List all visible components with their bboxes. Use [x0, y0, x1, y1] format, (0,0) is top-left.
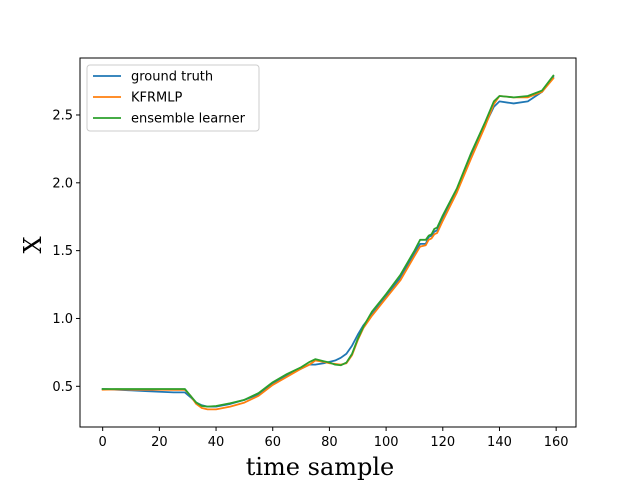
- y-tick-label: 2.0: [52, 176, 73, 191]
- x-tick-label: 120: [430, 435, 455, 450]
- legend: ground truth KFRMLP ensemble learner: [86, 64, 260, 132]
- x-tick-label: 40: [208, 435, 225, 450]
- y-axis-label: X: [19, 236, 47, 253]
- y-tick-label: 1.5: [52, 244, 73, 259]
- y-tick-label: 2.5: [52, 108, 73, 123]
- y-axis-ticks: 0.5 1.0 1.5 2.0 2.5: [52, 108, 80, 395]
- x-axis-ticks: 0 20 40 60 80 100 120 140 160: [99, 427, 569, 450]
- y-tick-label: 1.0: [52, 312, 73, 327]
- x-tick-label: 140: [487, 435, 512, 450]
- x-tick-label: 80: [321, 435, 338, 450]
- legend-label-2: ensemble learner: [131, 112, 246, 127]
- x-tick-label: 160: [544, 435, 569, 450]
- plot-frame: [79, 57, 577, 428]
- series-line-2: [101, 74, 555, 408]
- x-tick-label: 20: [151, 435, 168, 450]
- legend-box: [86, 64, 260, 132]
- x-axis-label: time sample: [246, 453, 395, 481]
- x-tick-label: 0: [99, 435, 107, 450]
- series-lines: [101, 74, 555, 411]
- x-tick-label: 100: [374, 435, 399, 450]
- legend-label-0: ground truth: [131, 70, 213, 85]
- y-tick-label: 0.5: [52, 380, 73, 395]
- legend-label-1: KFRMLP: [131, 91, 182, 106]
- x-tick-label: 60: [264, 435, 281, 450]
